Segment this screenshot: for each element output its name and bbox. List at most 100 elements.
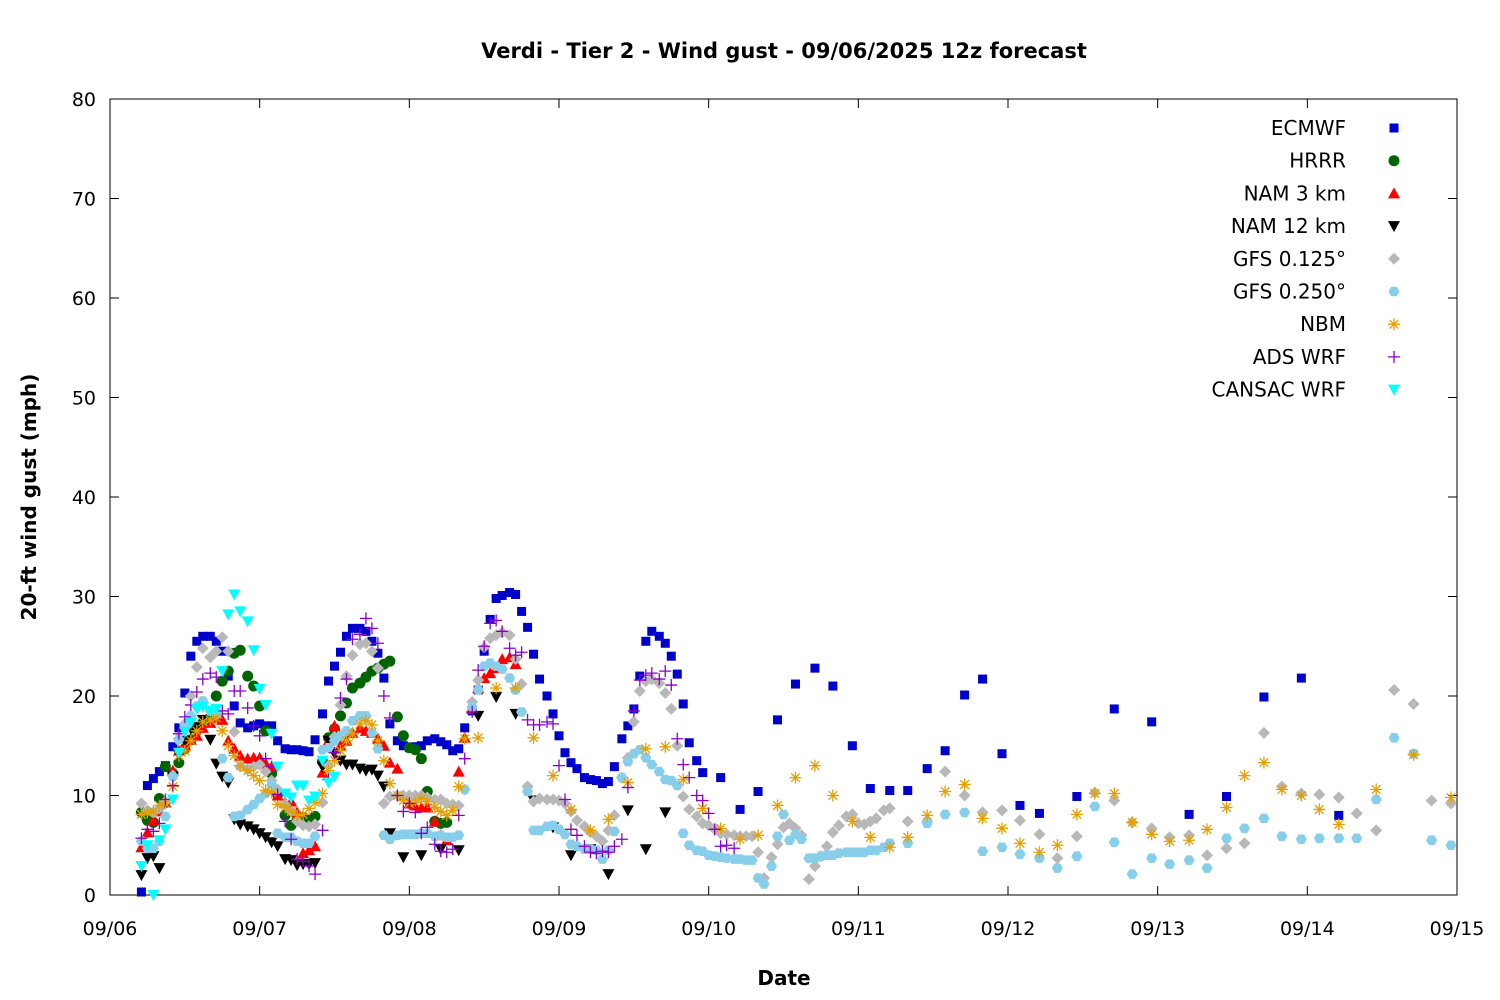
y-tick-label: 80 [72, 89, 96, 111]
nbm-point [752, 829, 765, 842]
nbm-point [1407, 748, 1420, 761]
ecmwf-point [273, 736, 283, 746]
gfs-0-125-point [996, 804, 1009, 817]
nbm-point [714, 822, 727, 835]
gfs-0-250-point [559, 829, 571, 840]
cansac-wrf-point [153, 835, 166, 847]
ads-wrf-point [397, 805, 410, 818]
cansac-wrf-point [303, 795, 316, 807]
legend-label-nam-12-km: NAM 12 km [1231, 214, 1346, 238]
ads-wrf-point [665, 679, 678, 692]
gfs-0-125-point [1350, 807, 1363, 820]
ecmwf-point [1334, 810, 1344, 820]
gfs-0-250-point [608, 826, 620, 837]
nbm-point [297, 808, 310, 821]
gfs-0-250-point [147, 843, 159, 853]
hrrr-point [234, 644, 246, 656]
ads-wrf-point [428, 838, 441, 851]
ecmwf-point [154, 767, 164, 777]
gfs-0-250-point [758, 879, 770, 889]
nbm-point [316, 787, 329, 800]
hrrr-point [334, 710, 346, 722]
gfs-0-125-point [1070, 830, 1083, 843]
nam-12-km-point [271, 841, 284, 853]
gfs-0-125-point [671, 739, 684, 752]
nam-3-km-point [228, 742, 241, 754]
ads-wrf-point [653, 673, 666, 686]
nbm-point [1445, 791, 1458, 804]
ads-wrf-point [259, 752, 272, 765]
nam-12-km-point [265, 837, 278, 849]
gfs-0-250-point [746, 855, 758, 865]
cansac-wrf-point [141, 840, 154, 852]
ecmwf-point [422, 736, 432, 746]
legend-label-hrrr: HRRR [1289, 149, 1346, 173]
gfs-0-250-point [159, 811, 171, 822]
nbm-point [1370, 783, 1383, 796]
ecmwf-point [491, 593, 501, 603]
ecmwf-point [505, 588, 515, 598]
gfs-0-250-point [1351, 833, 1363, 843]
gfs-0-125-point [820, 840, 833, 853]
ads-wrf-point [334, 691, 347, 704]
nbm-point [1108, 787, 1121, 800]
ecmwf-point [960, 690, 970, 700]
legend: ECMWF HRRR NAM 3 km NAM 12 km GFS 0.125° GFS … [1211, 116, 1400, 402]
gfs-0-250-point [653, 766, 665, 777]
gfs-0-125-point [1033, 828, 1046, 841]
ads-wrf-point [190, 686, 203, 699]
legend-marker-gfs-0-250 [1388, 286, 1400, 297]
gfs-0-250-point [234, 810, 246, 821]
nbm-point [271, 798, 284, 811]
nbm-point [901, 831, 914, 844]
ads-wrf-point [558, 793, 571, 806]
nbm-point [184, 734, 197, 747]
nam-3-km-point [253, 751, 266, 763]
ads-wrf-point [303, 860, 316, 873]
nam-12-km-point [135, 870, 148, 882]
nbm-point [1295, 789, 1308, 802]
nbm-point [421, 795, 434, 808]
ecmwf-point [367, 636, 377, 646]
ecmwf-point [255, 719, 265, 729]
legend-label-nam-3-km: NAM 3 km [1244, 181, 1346, 205]
hrrr-point [391, 711, 403, 723]
x-tick-label: 09/08 [382, 918, 437, 940]
gfs-0-125-point [752, 846, 765, 859]
nbm-point [1313, 803, 1326, 816]
cansac-wrf-point [159, 824, 172, 836]
legend-label-gfs-0-250: GFS 0.250° [1233, 280, 1346, 304]
gfs-0-125-point [633, 685, 646, 698]
cansac-wrf-point [328, 771, 341, 783]
ecmwf-point [1109, 704, 1119, 714]
ads-wrf-point [484, 617, 497, 630]
ads-wrf-point [720, 839, 733, 852]
nbm-point [141, 806, 154, 819]
nam-12-km-point [147, 851, 160, 863]
hrrr-point [210, 690, 222, 702]
nam-12-km-point [241, 821, 254, 833]
ecmwf-point [298, 746, 308, 756]
ads-wrf-point [415, 827, 428, 840]
ecmwf-point [192, 636, 202, 646]
gfs-0-250-point [216, 753, 228, 764]
ecmwf-point [460, 723, 470, 733]
ads-wrf-point [271, 788, 284, 801]
gfs-0-125-point [627, 715, 640, 728]
hrrr-point [397, 730, 409, 742]
nbm-point [428, 801, 441, 814]
ecmwf-point [330, 661, 339, 671]
gfs-0-125-point [472, 674, 485, 687]
gfs-0-125-point [1220, 842, 1233, 855]
ads-wrf-point [509, 649, 522, 662]
gfs-0-250-point [1146, 853, 1158, 863]
nbm-point [976, 812, 989, 825]
ecmwf-point [716, 773, 726, 783]
gfs-0-125-point [808, 860, 821, 873]
ads-wrf-point [639, 669, 652, 682]
ecmwf-point [335, 647, 345, 657]
ecmwf-point [672, 669, 682, 679]
nbm-point [328, 754, 341, 767]
nbm-point [377, 754, 390, 767]
gfs-0-250-point [516, 707, 528, 717]
